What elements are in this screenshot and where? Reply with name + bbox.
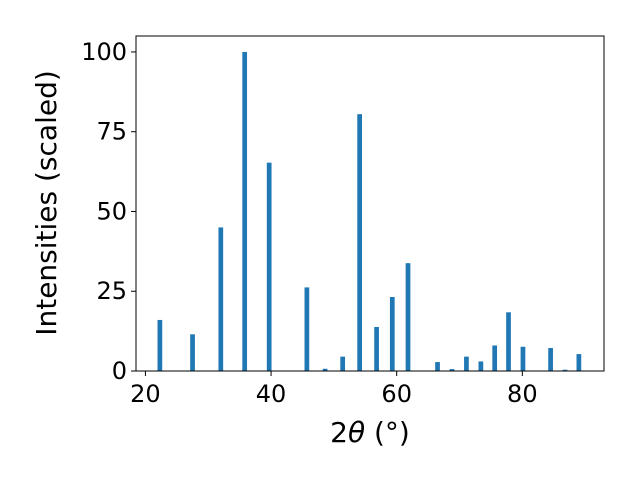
bar bbox=[548, 348, 553, 371]
bar bbox=[357, 114, 362, 372]
bar bbox=[520, 346, 526, 371]
bar bbox=[405, 263, 411, 371]
bar bbox=[218, 227, 224, 371]
y-tick-label: 75 bbox=[96, 118, 127, 146]
bar bbox=[242, 51, 248, 371]
bar bbox=[506, 312, 511, 371]
x-axis: 20 40 60 80 bbox=[130, 371, 538, 408]
bar bbox=[562, 369, 568, 371]
bar bbox=[157, 319, 163, 371]
y-axis: 0 25 50 75 100 bbox=[81, 38, 136, 385]
bar bbox=[340, 356, 346, 371]
bar bbox=[435, 362, 440, 371]
bar bbox=[322, 368, 328, 371]
bar bbox=[374, 326, 379, 371]
x-axis-label: 2θ (°) bbox=[330, 416, 410, 449]
bar bbox=[576, 354, 582, 371]
bar bbox=[304, 287, 310, 371]
bar bbox=[266, 162, 272, 371]
x-axis-label-prefix: 2 bbox=[330, 416, 348, 449]
y-tick-label: 0 bbox=[112, 357, 127, 385]
x-tick-label: 40 bbox=[256, 380, 287, 408]
y-tick-label: 25 bbox=[96, 277, 127, 305]
bar bbox=[449, 369, 455, 371]
plot-frame bbox=[135, 35, 605, 372]
bar bbox=[492, 345, 498, 371]
x-axis-label-theta: θ bbox=[348, 416, 365, 449]
bar bbox=[389, 296, 395, 371]
x-tick-label: 20 bbox=[130, 380, 161, 408]
y-tick-label: 100 bbox=[81, 38, 127, 66]
x-tick-label: 60 bbox=[381, 380, 412, 408]
bar bbox=[190, 334, 195, 371]
bars-group bbox=[157, 51, 582, 372]
x-tick-label: 80 bbox=[507, 380, 538, 408]
bar bbox=[464, 356, 469, 371]
y-tick-label: 50 bbox=[96, 197, 127, 225]
y-axis-label: Intensities (scaled) bbox=[30, 70, 63, 336]
bar bbox=[478, 361, 484, 371]
x-axis-label-unit: (°) bbox=[365, 416, 410, 449]
plot-background bbox=[136, 36, 604, 371]
